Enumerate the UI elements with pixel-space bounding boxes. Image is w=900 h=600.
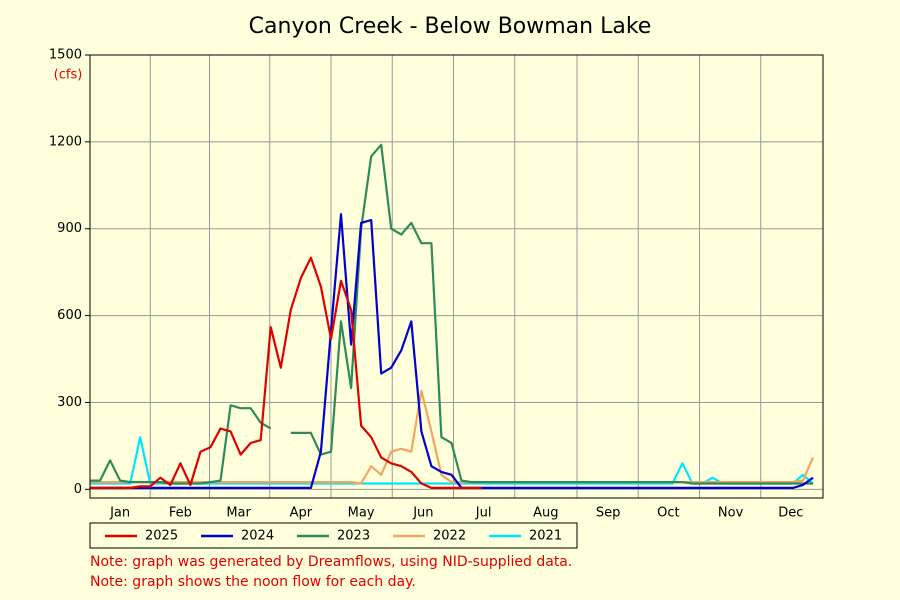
series-line [90,213,814,489]
x-tick-label: Oct [657,506,679,521]
x-tick-label: May [348,506,375,521]
y-tick-label: 0 [74,482,82,497]
y-tick-label: 300 [57,395,82,410]
chart-title: Canyon Creek - Below Bowman Lake [249,14,652,39]
legend-box [89,522,578,549]
note: Note: graph shows the noon flow for each… [90,574,416,590]
x-tick-label: Nov [718,506,744,521]
series-line [90,256,482,489]
x-tick-label: Jul [475,506,492,521]
y-tick-label: 1200 [49,134,82,149]
x-tick-label: Jun [412,506,433,521]
y-tick-label: 1500 [49,48,82,63]
legend: 2025 2024 2023 2022 2021 [105,529,562,544]
y-tick-label: 900 [57,221,82,236]
series-line [90,143,813,485]
x-tick-label: Feb [169,506,192,521]
x-tick-label: Mar [226,506,251,521]
legend-label: 2025 [145,529,178,544]
note: Note: graph was generated by Dreamflows,… [90,554,572,570]
y-unit: (cfs) [54,68,83,83]
x-tick-label: Apr [290,506,313,521]
plot [90,143,815,489]
x-tick-label: Jan [109,506,130,521]
x-tick-label: Sep [596,506,621,521]
legend-label: 2023 [337,529,370,544]
legend-label: 2024 [241,529,274,544]
x-tick-label: Dec [778,506,803,521]
plot-frame [89,54,824,499]
legend-label: 2021 [529,529,562,544]
legend-label: 2022 [433,529,466,544]
y-tick-label: 600 [57,308,82,323]
x-tick-label: Aug [533,506,558,521]
